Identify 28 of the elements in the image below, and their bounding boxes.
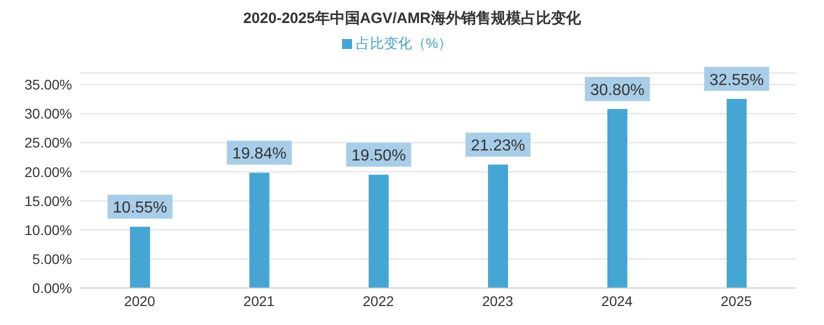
data-label: 19.50%: [352, 148, 406, 165]
y-tick-label: 0.00%: [32, 280, 72, 296]
y-tick-label: 35.00%: [24, 76, 72, 93]
bar: [368, 174, 389, 288]
x-tick-label: 2025: [720, 292, 752, 309]
x-tick-label: 2022: [362, 292, 394, 309]
y-tick-label: 30.00%: [24, 106, 72, 122]
x-tick-label: 2020: [124, 292, 156, 309]
bar: [726, 98, 747, 288]
chart-title: 2020-2025年中国AGV/AMR海外销售规模占比变化: [242, 9, 582, 29]
data-label: 19.84%: [232, 146, 286, 163]
data-label: 21.23%: [470, 138, 526, 155]
bar: [607, 109, 628, 288]
y-tick-label: 15.00%: [24, 192, 72, 209]
bar: [130, 226, 150, 288]
x-tick-label: 2021: [243, 292, 275, 309]
y-tick-label: 20.00%: [24, 164, 72, 180]
y-tick-label: 5.00%: [32, 250, 72, 267]
data-label: 10.55%: [112, 200, 168, 217]
y-tick-label: 25.00%: [24, 134, 72, 151]
bar: [249, 172, 270, 288]
data-label: 30.80%: [590, 82, 644, 100]
x-tick-label: 2024: [601, 292, 633, 309]
bar: [488, 164, 508, 288]
legend-label: 占比变化（%）: [356, 35, 452, 51]
data-label: 32.55%: [710, 72, 764, 89]
y-tick-label: 10.00%: [24, 222, 72, 238]
x-tick-label: 2023: [482, 292, 514, 309]
